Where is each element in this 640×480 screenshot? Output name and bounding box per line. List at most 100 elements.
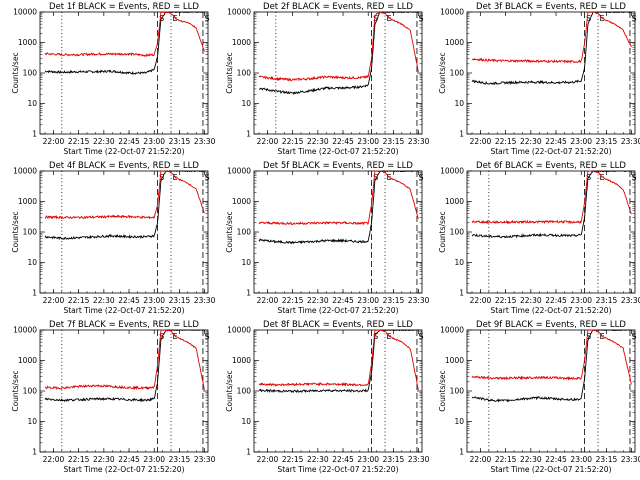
y-tick-label: 100 (450, 387, 465, 396)
series-lld-line (471, 170, 632, 225)
x-tick-label: 22:15 (495, 455, 517, 464)
x-tick-label: 22:45 (118, 455, 140, 464)
x-axis-label: Start Time (22-Oct-07 21:52:20) (277, 465, 398, 474)
x-tick-label: 23:30 (408, 455, 430, 464)
x-tick-label: 22:15 (68, 455, 90, 464)
x-tick-label: 22:45 (118, 296, 140, 305)
time-marker-label: S (204, 332, 209, 341)
y-tick-label: 1000 (18, 356, 37, 365)
y-axis-label: Counts/sec (438, 52, 447, 93)
x-tick-label: 23:00 (357, 455, 379, 464)
x-tick-label: 23:15 (169, 296, 191, 305)
panel-title: Det 6f BLACK = Events, RED = LLD (476, 161, 626, 171)
time-marker-label: E (600, 173, 605, 182)
time-marker-label: S (586, 14, 591, 23)
y-tick-label: 100 (237, 387, 252, 396)
y-tick-label: 1000 (232, 197, 251, 206)
time-marker-label: S (631, 14, 636, 23)
series-events-line (258, 11, 419, 95)
plot-frame (253, 170, 423, 294)
series-lld-line (44, 11, 205, 58)
x-tick-label: 22:00 (257, 137, 279, 146)
series-lld-line (258, 11, 419, 82)
x-tick-label: 22:30 (520, 296, 542, 305)
panel-title: Det 7f BLACK = Events, RED = LLD (49, 320, 199, 330)
y-axis-label: Counts/sec (11, 211, 20, 252)
x-tick-label: 23:00 (143, 137, 165, 146)
series-lld-line (471, 329, 632, 385)
panel-4: Det 4f BLACK = Events, RED = LLD 1 10 100 10… (11, 161, 216, 315)
x-tick-label: 23:30 (194, 455, 216, 464)
y-axis-label: Counts/sec (225, 52, 234, 93)
x-axis-label: Start Time (22-Oct-07 21:52:20) (490, 147, 611, 156)
x-tick-label: 22:00 (43, 137, 65, 146)
y-tick-label: 10000 (440, 8, 464, 17)
x-tick-label: 22:30 (307, 296, 329, 305)
x-tick-label: 22:30 (520, 455, 542, 464)
x-axis-label: Start Time (22-Oct-07 21:52:20) (277, 147, 398, 156)
y-tick-label: 10000 (13, 8, 37, 17)
y-axis-label: Counts/sec (11, 52, 20, 93)
plot-frame (39, 329, 209, 453)
x-axis-label: Start Time (22-Oct-07 21:52:20) (63, 465, 184, 474)
time-marker-label: S (418, 332, 423, 341)
y-axis-label: Counts/sec (225, 211, 234, 252)
panel-9: Det 9f BLACK = Events, RED = LLD 1 10 100 10… (438, 320, 640, 474)
panel-title: Det 3f BLACK = Events, RED = LLD (476, 2, 626, 12)
x-tick-label: 23:15 (169, 137, 191, 146)
time-marker-label: S (631, 173, 636, 182)
x-tick-label: 23:00 (143, 455, 165, 464)
y-tick-label: 100 (450, 228, 465, 237)
x-tick-label: 22:30 (307, 455, 329, 464)
series-lld-line (471, 11, 632, 64)
y-tick-label: 1 (459, 289, 464, 298)
x-tick-label: 22:00 (470, 137, 492, 146)
series-events-line (258, 329, 419, 394)
y-tick-label: 10000 (13, 167, 37, 176)
time-marker-label: E (387, 173, 392, 182)
y-tick-label: 1000 (18, 197, 37, 206)
time-marker-label: S (586, 332, 591, 341)
x-axis-label: Start Time (22-Oct-07 21:52:20) (277, 306, 398, 315)
y-tick-label: 100 (237, 228, 252, 237)
x-axis-label: Start Time (22-Oct-07 21:52:20) (63, 306, 184, 315)
panel-1: Det 1f BLACK = Events, RED = LLD 1 10 100 10… (11, 2, 216, 156)
y-tick-label: 1000 (232, 356, 251, 365)
y-tick-label: 1000 (445, 38, 464, 47)
panel-title: Det 2f BLACK = Events, RED = LLD (263, 2, 413, 12)
x-tick-label: 23:00 (357, 137, 379, 146)
y-tick-label: 10 (454, 417, 464, 426)
time-marker-label: S (373, 332, 378, 341)
x-tick-label: 23:15 (596, 455, 618, 464)
time-marker-label: S (159, 332, 164, 341)
x-tick-label: 22:15 (495, 137, 517, 146)
x-axis-label: Start Time (22-Oct-07 21:52:20) (490, 306, 611, 315)
panel-2: Det 2f BLACK = Events, RED = LLD 1 10 100 10… (225, 2, 430, 156)
panel-title: Det 9f BLACK = Events, RED = LLD (476, 320, 626, 330)
time-marker-label: S (418, 173, 423, 182)
x-tick-label: 22:15 (282, 137, 304, 146)
x-tick-label: 22:00 (470, 455, 492, 464)
x-tick-label: 22:30 (520, 137, 542, 146)
x-tick-label: 23:30 (408, 296, 430, 305)
x-tick-label: 23:00 (143, 296, 165, 305)
series-events-line (471, 170, 632, 239)
x-tick-label: 22:45 (545, 455, 567, 464)
x-tick-label: 23:15 (383, 296, 405, 305)
time-marker-label: S (373, 14, 378, 23)
x-tick-label: 22:00 (257, 455, 279, 464)
y-tick-label: 100 (23, 228, 38, 237)
plot-frame (466, 329, 636, 453)
x-tick-label: 22:15 (282, 296, 304, 305)
y-tick-label: 10 (241, 258, 251, 267)
x-axis-label: Start Time (22-Oct-07 21:52:20) (490, 465, 611, 474)
time-marker-label: E (387, 14, 392, 23)
y-tick-label: 10000 (13, 326, 37, 335)
series-events-line (44, 170, 205, 241)
x-tick-label: 23:00 (570, 296, 592, 305)
x-tick-label: 22:30 (307, 137, 329, 146)
x-tick-label: 23:30 (621, 296, 640, 305)
y-tick-label: 1 (32, 130, 37, 139)
x-tick-label: 23:15 (596, 137, 618, 146)
series-events-line (258, 170, 419, 245)
